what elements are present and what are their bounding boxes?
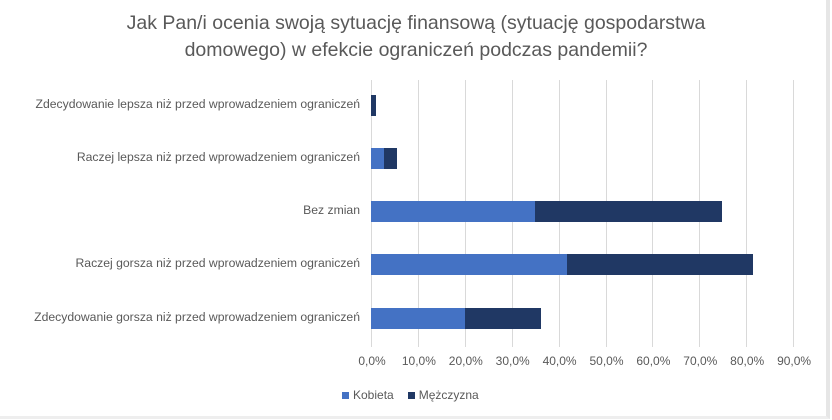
plot-area [371,80,832,347]
x-tick-label: 0,0% [358,354,386,368]
bar-segment-kobieta [371,201,536,222]
x-tick-label: 90,0% [777,354,812,368]
category-label: Zdecydowanie gorsza niż przed wprowadzen… [34,310,360,324]
bar-segment-mezczyzna [384,148,398,169]
category-label: Raczej lepsza niż przed wprowadzeniem og… [76,150,360,164]
legend-item-mezczyzna: Mężczyzna [407,388,479,402]
bar-segment-mezczyzna [566,254,754,275]
bar-row [371,148,398,169]
x-tick-label: 50,0% [589,354,624,368]
x-tick-label: 20,0% [448,354,483,368]
bar-segment-kobieta [371,254,567,275]
x-tick-label: 60,0% [636,354,671,368]
x-tick-label: 30,0% [495,354,530,368]
chart-title: Jak Pan/i ocenia swoją sytuację finansow… [0,10,832,64]
x-tick-label: 10,0% [401,354,436,368]
gridline [746,80,748,347]
bar-row [371,95,376,116]
legend-item-kobieta: Kobieta [342,388,394,402]
chart-title-line-1: Jak Pan/i ocenia swoją sytuację finansow… [126,12,706,34]
category-label: Zdecydowanie lepsza niż przed wprowadzen… [35,97,361,111]
chart-title-line-2: domowego) w efekcie ograniczeń podczas p… [184,39,648,61]
legend-swatch-kobieta [342,391,349,399]
category-label: Raczej gorsza niż przed wprowadzeniem og… [75,256,360,270]
bar-segment-mezczyzna [371,95,376,116]
category-label: Bez zmian [303,203,360,217]
bar-row [371,308,541,329]
bar-segment-kobieta [371,308,465,329]
legend: Kobieta Mężczyzna [342,388,493,402]
legend-label-kobieta: Kobieta [353,388,394,402]
bar-segment-kobieta [371,148,385,169]
legend-label-mezczyzna: Mężczyzna [418,388,479,402]
bar-row [371,254,754,275]
x-tick-label: 80,0% [730,354,765,368]
x-tick-label: 70,0% [683,354,718,368]
bar-segment-mezczyzna [464,308,541,329]
gridline [793,80,795,347]
bar-row [371,201,722,222]
bar-segment-mezczyzna [535,201,722,222]
legend-swatch-mezczyzna [407,391,415,399]
x-tick-label: 40,0% [542,354,577,368]
